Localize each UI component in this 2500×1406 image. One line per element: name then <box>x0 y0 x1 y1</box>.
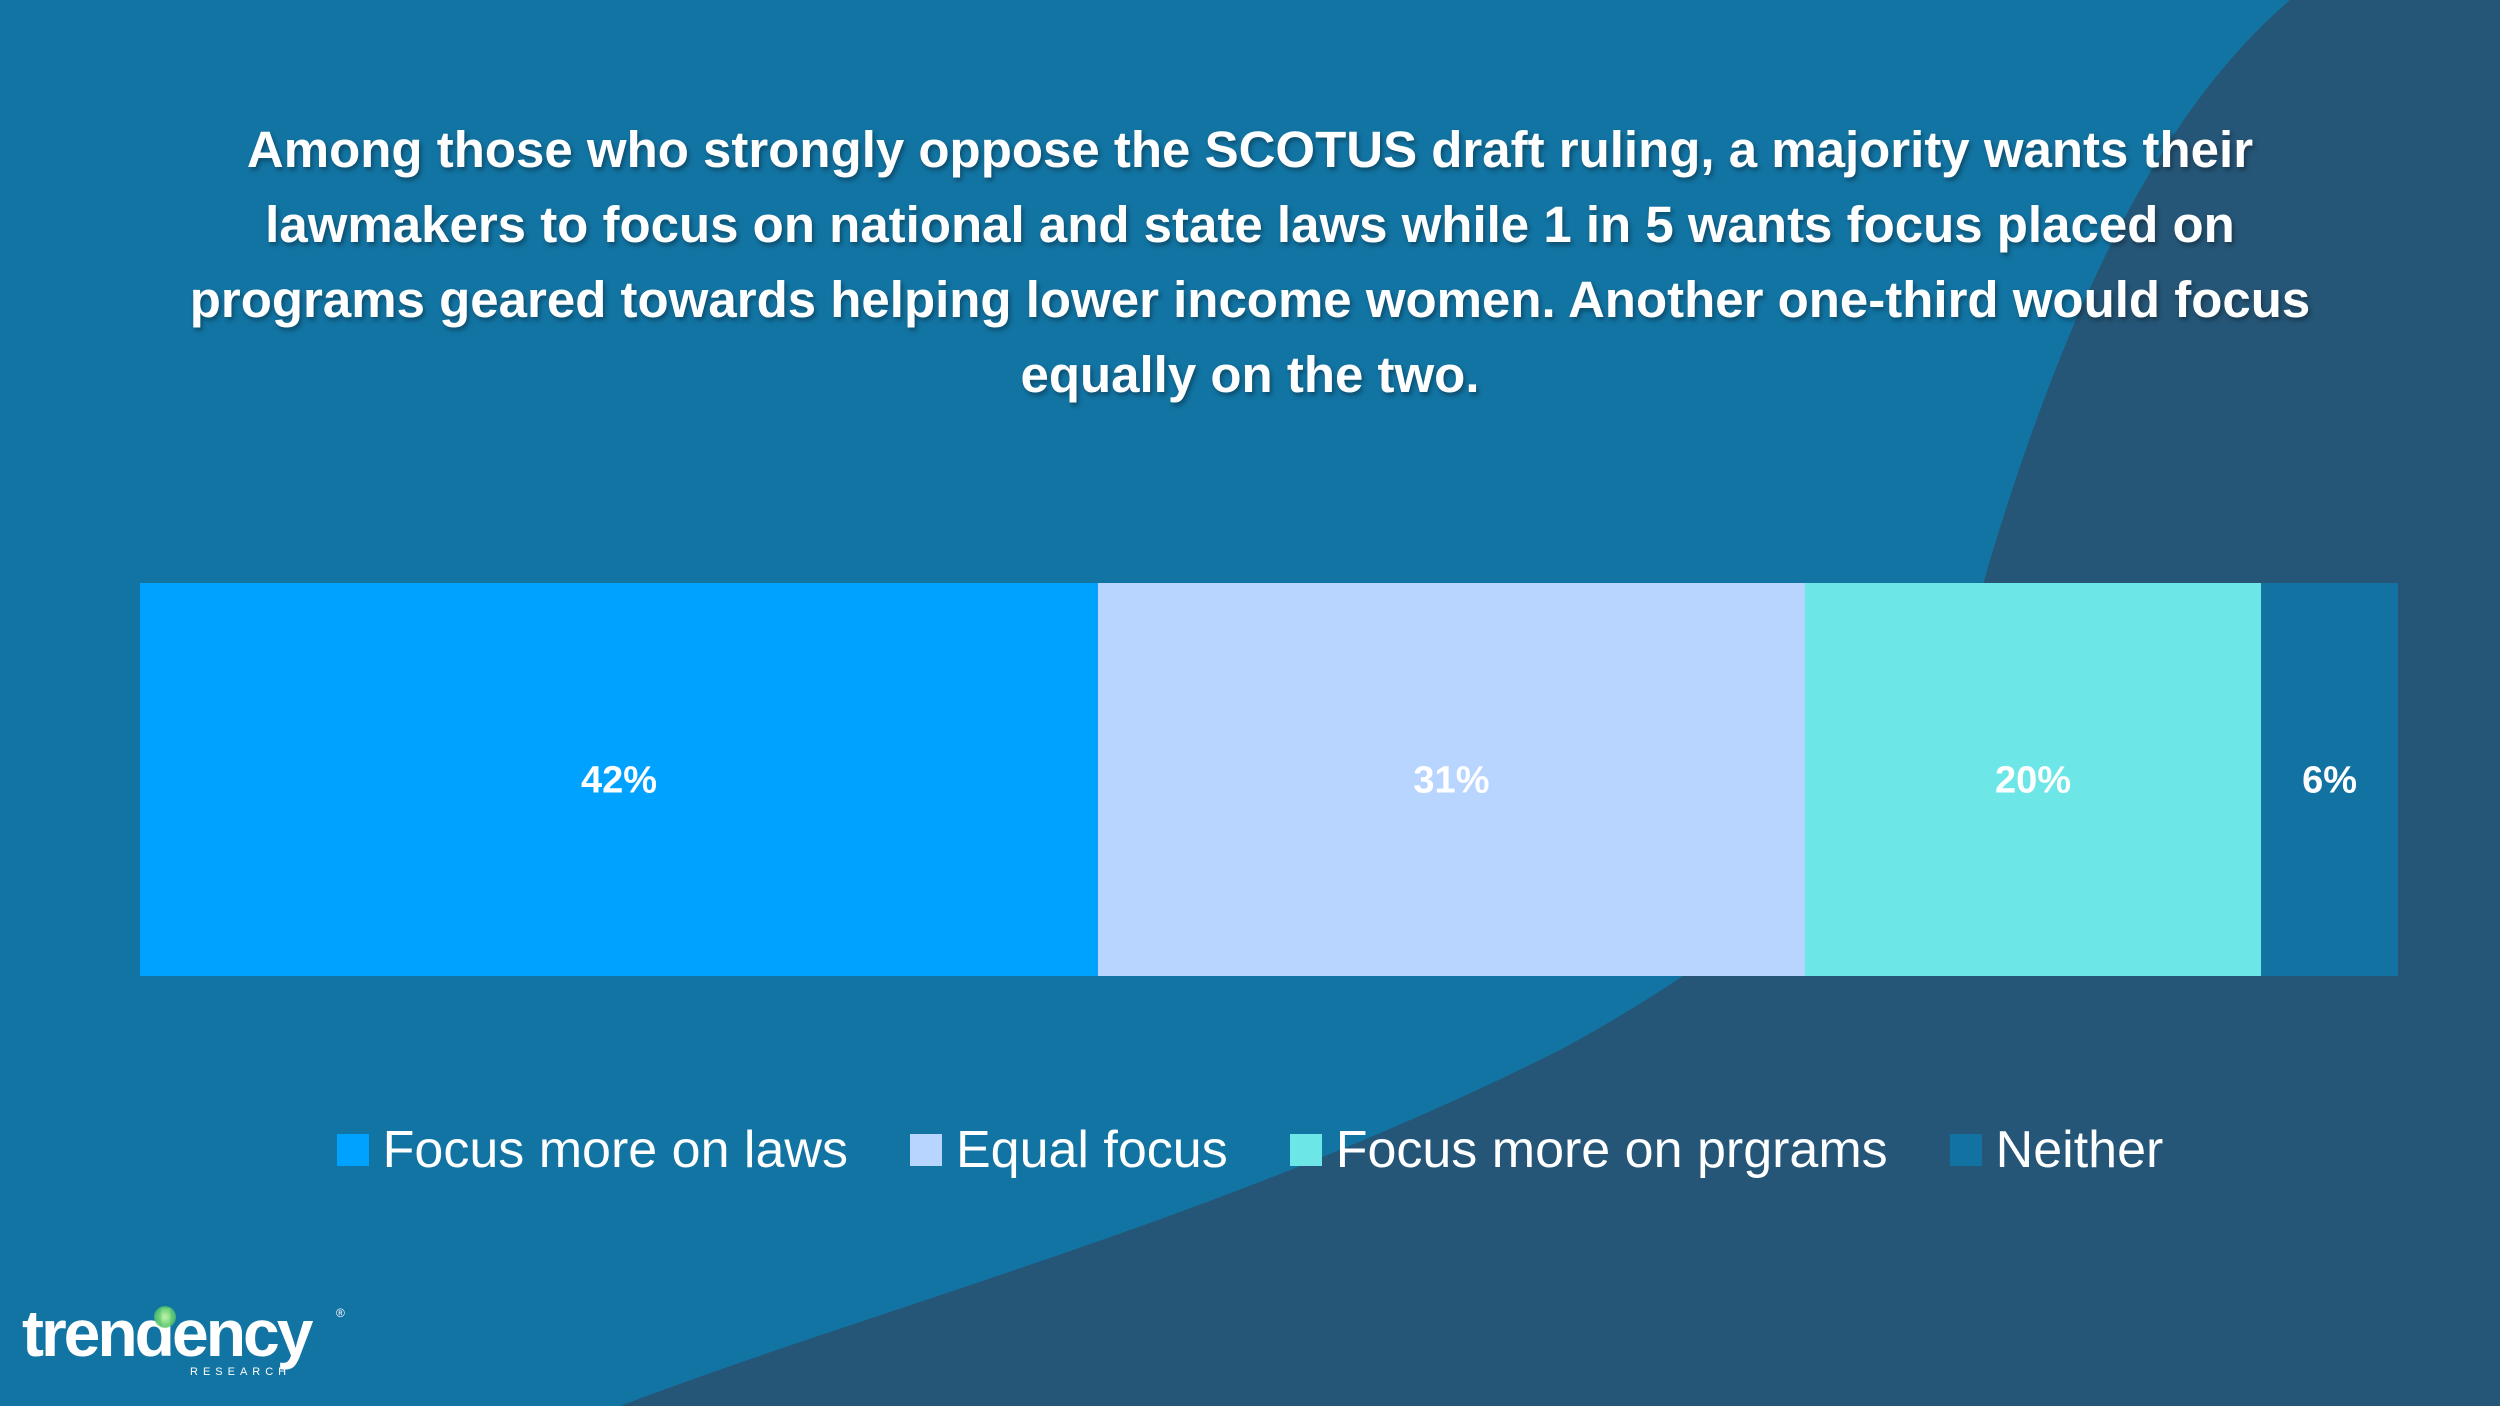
legend-swatch-neither <box>1949 1134 1982 1166</box>
legend: Focus more on laws Equal focus Focus mor… <box>0 1120 2500 1180</box>
legend-swatch-equal <box>909 1134 942 1166</box>
data-label-programs: 20% <box>1995 760 2071 802</box>
data-label-equal: 31% <box>1413 760 1489 802</box>
data-label-laws: 42% <box>581 760 657 802</box>
legend-item-equal: Equal focus <box>909 1120 1228 1180</box>
logo-subtitle: RESEARCH <box>190 1366 292 1378</box>
chart-title: Among those who strongly oppose the SCOT… <box>189 121 2311 403</box>
registered-mark: ® <box>336 1306 345 1320</box>
legend-label-laws: Focus more on laws <box>382 1121 848 1179</box>
legend-label-neither: Neither <box>1995 1121 2164 1179</box>
bar-segment-laws <box>140 583 1098 976</box>
logo-dot-icon <box>154 1306 176 1328</box>
bar-segment-neither <box>2261 583 2398 976</box>
bar-segment-programs <box>1804 583 2262 976</box>
legend-item-programs: Focus more on prgrams <box>1289 1120 1888 1180</box>
legend-swatch-programs <box>1289 1134 1322 1166</box>
legend-label-programs: Focus more on prgrams <box>1335 1121 1888 1179</box>
bar-segment-equal <box>1097 583 1805 976</box>
legend-swatch-laws <box>336 1134 369 1166</box>
legend-item-laws: Focus more on laws <box>336 1120 848 1180</box>
data-label-neither: 6% <box>2302 760 2357 802</box>
trendency-logo: trendency RESEARCH ® <box>22 1300 345 1378</box>
legend-label-equal: Equal focus <box>955 1121 1228 1179</box>
legend-item-neither: Neither <box>1949 1120 2164 1180</box>
